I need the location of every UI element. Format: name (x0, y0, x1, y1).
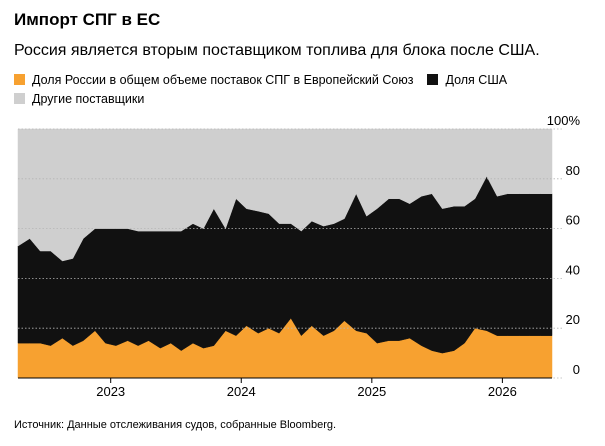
chart-subtitle: Россия является вторым поставщиком топли… (14, 42, 540, 59)
legend-item-russia: Доля России в общем объеме поставок СПГ … (14, 73, 413, 87)
y-tick-label: 20 (566, 312, 580, 327)
legend-label-russia: Доля России в общем объеме поставок СПГ … (32, 72, 414, 87)
y-tick-label: 100% (547, 113, 581, 128)
chart-areas (17, 128, 553, 379)
y-tick-label: 0 (573, 362, 580, 377)
x-tick-label: 2024 (227, 384, 256, 399)
legend-label-other: Другие поставщики (32, 91, 145, 106)
x-tick-label: 2023 (96, 384, 125, 399)
y-tick-label: 40 (566, 262, 580, 277)
x-tick-label: 2025 (357, 384, 386, 399)
legend-item-usa: Доля США (427, 73, 507, 87)
legend-swatch-usa (427, 74, 439, 85)
area-other-suppliers (17, 128, 553, 262)
y-tick-label: 80 (566, 163, 580, 178)
source-note: Источник: Данные отслеживания судов, соб… (14, 419, 337, 431)
x-axis: 2023 2024 2025 2026 (18, 377, 552, 399)
legend-label-usa: Доля США (445, 72, 508, 87)
legend-swatch-russia (14, 74, 25, 85)
legend-swatch-other (14, 93, 25, 104)
legend: Доля России в общем объеме поставок СПГ … (14, 70, 594, 108)
y-tick-label: 60 (566, 213, 580, 228)
legend-item-other: Другие поставщики (14, 92, 144, 106)
y-axis: 0 20 40 60 80 100% (547, 113, 581, 377)
chart-title: Импорт СПГ в ЕС (14, 10, 161, 29)
x-tick-label: 2026 (488, 384, 517, 399)
